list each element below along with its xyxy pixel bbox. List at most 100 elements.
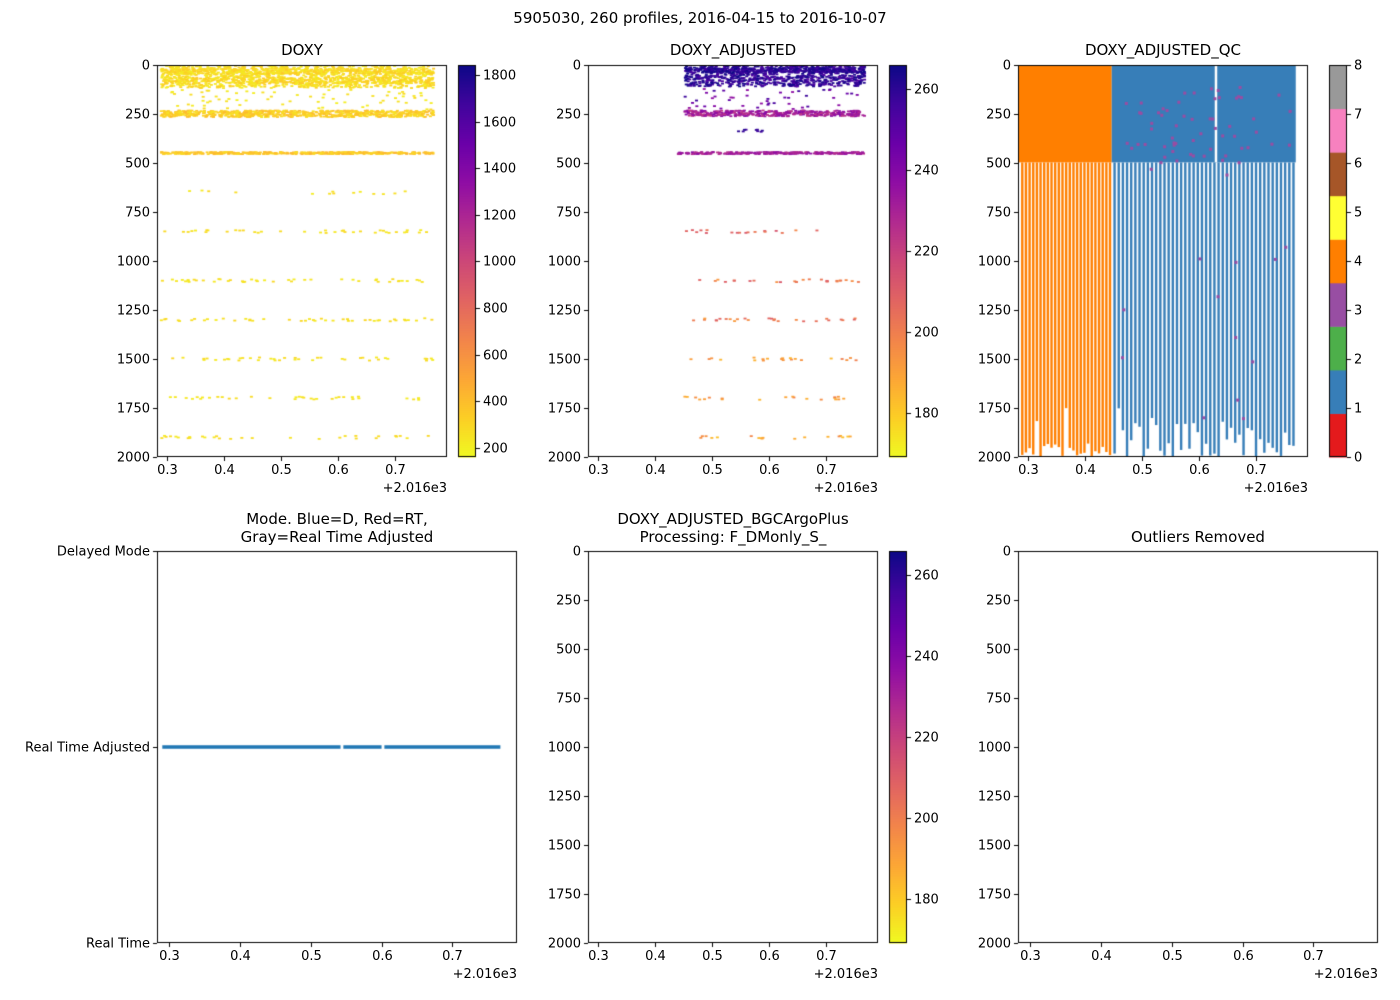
- panel-title-doxy-adjusted-qc: DOXY_ADJUSTED_QC: [1084, 41, 1242, 59]
- colorbar-tick-label: 200: [914, 811, 939, 826]
- panel-title-bgcargoplus: DOXY_ADJUSTED_BGCArgoPlus Processing: F_…: [617, 510, 849, 546]
- colorbar-tick-label: 2: [1354, 352, 1363, 367]
- x-tick-label: 0.5: [702, 949, 723, 964]
- y-tick-label: 1750: [977, 887, 1011, 902]
- colorbar-tick-label: 4: [1354, 254, 1363, 269]
- x-tick-label: 0.4: [645, 463, 666, 478]
- x-tick-label: 0.5: [702, 463, 723, 478]
- x-tick-label: 0.3: [1018, 463, 1039, 478]
- colorbar-tick-label: 8: [1354, 58, 1363, 73]
- x-tick-label: 0.6: [372, 949, 393, 964]
- y-tick-label: 250: [556, 107, 581, 122]
- y-tick-label: 1250: [547, 789, 581, 804]
- colorbar-tick-label: 7: [1354, 107, 1363, 122]
- x-tick-label: 0.7: [385, 463, 406, 478]
- y-tick-label: 500: [986, 156, 1011, 171]
- y-tick-label: 750: [986, 205, 1011, 220]
- x-tick-label: 0.4: [1075, 463, 1096, 478]
- y-tick-label: Real Time Adjusted: [25, 740, 150, 755]
- y-tick-label: 0: [1002, 544, 1011, 559]
- y-tick-label: 0: [141, 58, 150, 73]
- colorbar-tick-label: 220: [914, 730, 939, 745]
- y-tick-label: 2000: [116, 450, 150, 465]
- x-tick-label: 0.7: [442, 949, 463, 964]
- y-tick-label: 1750: [116, 401, 150, 416]
- colorbar-tick-label: 6: [1354, 156, 1363, 171]
- x-tick-label: 0.5: [1132, 463, 1153, 478]
- y-tick-label: 1000: [977, 740, 1011, 755]
- y-tick-label: 1500: [547, 838, 581, 853]
- colorbar-tick-label: 200: [483, 441, 508, 456]
- panel-title-mode: Mode. Blue=D, Red=RT, Gray=Real Time Adj…: [240, 510, 434, 546]
- y-tick-label: 500: [556, 642, 581, 657]
- colorbar-tick-label: 240: [914, 163, 939, 178]
- y-tick-label: 1000: [547, 254, 581, 269]
- colorbar-tick-label: 400: [483, 394, 508, 409]
- x-tick-label: 0.5: [271, 463, 292, 478]
- colorbar-tick-label: 240: [914, 649, 939, 664]
- colorbar-tick-label: 1400: [483, 161, 517, 176]
- y-tick-label: 0: [572, 544, 581, 559]
- x-tick-label: 0.7: [816, 463, 837, 478]
- x-tick-label: 0.6: [1233, 949, 1254, 964]
- colorbar-tick-label: 1600: [483, 115, 517, 130]
- x-tick-label: 0.3: [157, 463, 178, 478]
- colorbar-tick-label: 1200: [483, 208, 517, 223]
- y-tick-label: Delayed Mode: [56, 544, 150, 559]
- y-tick-label: 1250: [547, 303, 581, 318]
- colorbar-tick-label: 220: [914, 244, 939, 259]
- colorbar-tick-label: 180: [914, 406, 939, 421]
- y-tick-label: 250: [986, 593, 1011, 608]
- x-tick-label: 0.4: [230, 949, 251, 964]
- y-tick-label: 500: [125, 156, 150, 171]
- x-tick-label: 0.6: [759, 949, 780, 964]
- y-tick-label: 1250: [977, 789, 1011, 804]
- y-tick-label: 1750: [547, 401, 581, 416]
- y-tick-label: 1500: [977, 352, 1011, 367]
- colorbar-tick-label: 5: [1354, 205, 1363, 220]
- colorbar-tick-label: 3: [1354, 303, 1363, 318]
- colorbar-tick-label: 800: [483, 301, 508, 316]
- x-tick-label: 0.3: [588, 463, 609, 478]
- y-tick-label: 1750: [977, 401, 1011, 416]
- x-tick-label: 0.4: [645, 949, 666, 964]
- y-tick-label: 750: [986, 691, 1011, 706]
- y-tick-label: 250: [986, 107, 1011, 122]
- y-tick-label: 750: [556, 691, 581, 706]
- y-tick-label: 750: [125, 205, 150, 220]
- y-tick-label: 500: [986, 642, 1011, 657]
- colorbar-tick-label: 1: [1354, 401, 1363, 416]
- y-tick-label: 1500: [547, 352, 581, 367]
- colorbar-tick-label: 260: [914, 82, 939, 97]
- x-tick-label: 0.7: [816, 949, 837, 964]
- x-axis-offset-label: +2.016e3: [813, 481, 878, 496]
- x-tick-label: 0.5: [1162, 949, 1183, 964]
- colorbar-tick-label: 1800: [483, 68, 517, 83]
- panel-title-outliers-removed: Outliers Removed: [1131, 528, 1265, 546]
- colorbar-tick-label: 180: [914, 892, 939, 907]
- y-tick-label: 1500: [977, 838, 1011, 853]
- y-tick-label: 1500: [116, 352, 150, 367]
- x-tick-label: 0.3: [1020, 949, 1041, 964]
- x-tick-label: 0.3: [159, 949, 180, 964]
- x-axis-offset-label: +2.016e3: [813, 967, 878, 982]
- y-tick-label: 0: [1002, 58, 1011, 73]
- colorbar-tick-label: 600: [483, 348, 508, 363]
- x-tick-label: 0.6: [1189, 463, 1210, 478]
- panel-title-doxy-adjusted: DOXY_ADJUSTED: [669, 41, 797, 59]
- y-tick-label: 250: [125, 107, 150, 122]
- y-tick-label: 500: [556, 156, 581, 171]
- x-tick-label: 0.6: [759, 463, 780, 478]
- y-tick-label: Real Time: [86, 936, 150, 951]
- y-tick-label: 1250: [977, 303, 1011, 318]
- y-tick-label: 1250: [116, 303, 150, 318]
- x-tick-label: 0.6: [328, 463, 349, 478]
- colorbar-tick-label: 260: [914, 568, 939, 583]
- y-tick-label: 2000: [977, 936, 1011, 951]
- colorbar-tick-label: 0: [1354, 450, 1363, 465]
- x-axis-offset-label: +2.016e3: [452, 967, 517, 982]
- colorbar-tick-label: 200: [914, 325, 939, 340]
- y-tick-label: 1000: [977, 254, 1011, 269]
